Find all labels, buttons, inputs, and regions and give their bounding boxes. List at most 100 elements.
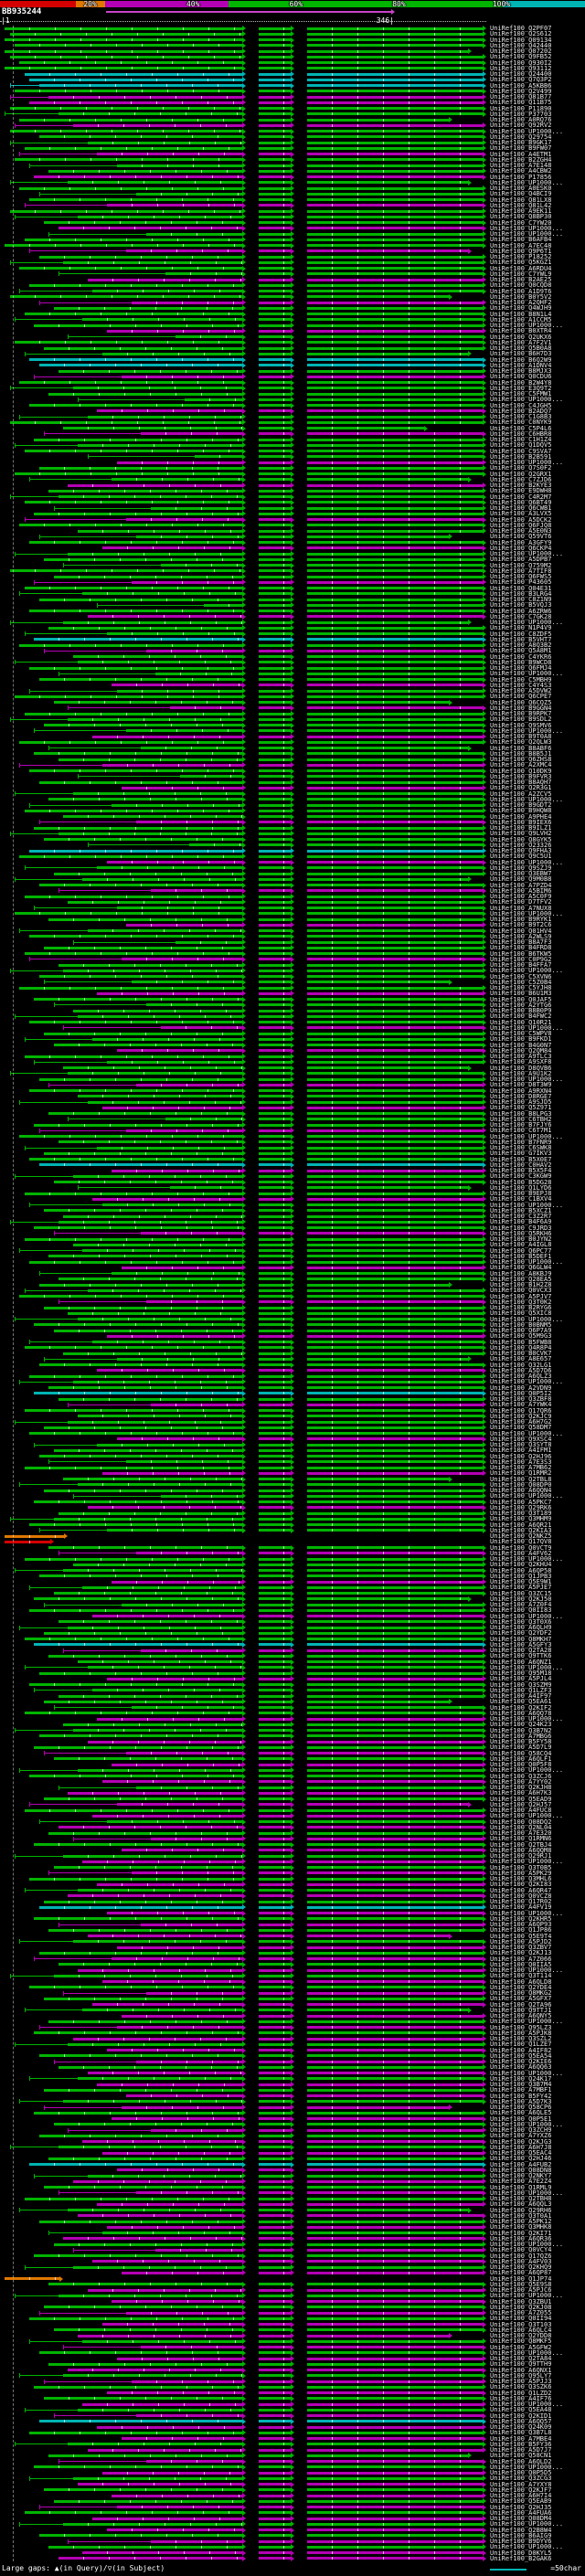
hit-row[interactable]: UniRef100_Q6PC77 [0,1247,585,1254]
hit-label[interactable]: UniRef100_E3Q9T2 [490,384,552,392]
hit-row[interactable]: UniRef100_Q2TBJ4 [0,1841,585,1848]
hit-label[interactable]: UniRef100_Q2UKX6 [490,333,552,341]
hit-row[interactable]: UniRef100_Q930I2 [0,59,585,66]
hit-row[interactable]: UniRef100_A5GFX7 [0,1996,585,2002]
hit-label[interactable]: UniRef100_A6QP93 [490,1921,552,1928]
hit-label[interactable]: UniRef100_A4ETM1 [490,150,552,158]
hit-row[interactable]: UniRef100_A6QQ78 [0,1710,585,1716]
hit-row[interactable]: UniRef100_A4FUA6 [0,2509,585,2516]
hit-label[interactable]: UniRef100_UP1000... [490,1715,564,1723]
hit-label[interactable]: UniRef100_G7IKV3 [490,1150,552,1158]
hit-row[interactable]: UniRef100_C4JGH5 [0,402,585,408]
hit-label[interactable]: UniRef100_Q3SZL2 [490,2035,552,2042]
hit-row[interactable]: UniRef100_UP1000... [0,1767,585,1774]
hit-label[interactable]: UniRef100_Q2TA28 [490,1647,552,1654]
hit-label[interactable]: UniRef100_B9EPJ8 [490,1190,552,1197]
hit-row[interactable]: UniRef100_Q04E31 [0,585,585,591]
hit-row[interactable]: UniRef100_Q2KI71 [0,2230,585,2236]
hit-row[interactable]: UniRef100_Q3SZL2 [0,2035,585,2042]
hit-label[interactable]: UniRef100_UP1000... [490,178,564,186]
hit-row[interactable]: UniRef100_A6QP58 [0,1567,585,1574]
hit-label[interactable]: UniRef100_C9SVA7 [490,447,552,455]
hit-row[interactable]: UniRef100_B9FVR3 [0,773,585,779]
hit-label[interactable]: UniRef100_UP1000... [490,1258,564,1266]
hit-label[interactable]: UniRef100_Q42440 [490,41,552,49]
hit-label[interactable]: UniRef100_Q08DQ2 [490,1818,552,1826]
hit-label[interactable]: UniRef100_UP1000... [490,550,564,557]
hit-row[interactable]: UniRef100_A6QP93 [0,1921,585,1928]
hit-row[interactable]: UniRef100_Q3ZCH9 [0,2126,585,2134]
hit-label[interactable]: UniRef100_Q9SMV6 [490,721,552,729]
hit-label[interactable]: UniRef100_Q0VCT9 [490,1543,552,1552]
hit-row[interactable]: UniRef100_UP1000... [0,230,585,238]
hit-label[interactable]: UniRef100_Q0IIA5 [490,1960,552,1968]
hit-row[interactable]: UniRef100_Q2KJ13 [0,1950,585,1956]
hit-row[interactable]: UniRef100_B2AE25 [0,276,585,283]
hit-label[interactable]: UniRef100_Q2TA84 [490,2355,552,2362]
hit-label[interactable]: UniRef100_Q6FWS5 [490,573,552,580]
hit-row[interactable]: UniRef100_Q5EA61 [0,1699,585,1705]
hit-row[interactable]: UniRef100_A5E0N3 [0,527,585,535]
hit-label[interactable]: UniRef100_B5DEF1 [490,1252,552,1260]
hit-label[interactable]: UniRef100_B9GK17 [490,139,552,146]
hit-label[interactable]: UniRef100_C3Z2R7 [490,1213,552,1220]
hit-row[interactable]: UniRef100_B7FNR9 [0,1139,585,1145]
hit-row[interactable]: UniRef100_A5PKC7 [0,1499,585,1505]
hit-label[interactable]: UniRef100_C7GK28 [490,612,552,620]
hit-label[interactable]: UniRef100_Q24K09 [490,2423,552,2431]
hit-label[interactable]: UniRef100_UP1000... [490,1023,564,1032]
hit-row[interactable]: UniRef100_A9SJD5 [0,1098,585,1106]
hit-row[interactable]: UniRef100_C6HBR8 [0,430,585,437]
hit-label[interactable]: UniRef100_Q3T0A1 [490,2211,552,2220]
hit-label[interactable]: UniRef100_Q2KIF2 [490,1703,552,1712]
hit-row[interactable]: UniRef100_Q6ZHS8 [0,756,585,763]
hit-row[interactable]: UniRef100_Q1LZE7 [0,2041,585,2048]
hit-row[interactable]: UniRef100_A5D7L9 [0,1744,585,1752]
hit-label[interactable]: UniRef100_Q3T0K2 [490,1298,552,1306]
hit-label[interactable]: UniRef100_C6T7M1 [490,1127,552,1135]
hit-label[interactable]: UniRef100_Q5EA48 [490,2406,552,2414]
hit-label[interactable]: UniRef100_Q1LZD2 [490,2389,552,2397]
hit-row[interactable]: UniRef100_C4R2M7 [0,493,585,501]
hit-label[interactable]: UniRef100_Q9TTK6 [490,1652,552,1660]
hit-row[interactable]: UniRef100_O23326 [0,842,585,848]
hit-row[interactable]: UniRef100_B9GK17 [0,139,585,146]
hit-label[interactable]: UniRef100_Q5A8M1 [490,647,552,655]
hit-label[interactable]: UniRef100_A5D7L9 [490,1744,552,1752]
hit-label[interactable]: UniRef100_A6H7K3 [490,1789,552,1797]
hit-label[interactable]: UniRef100_A9U1K2 [490,1069,552,1077]
hit-row[interactable]: UniRef100_Q5E9W1 [0,1578,585,1585]
hit-row[interactable]: UniRef100_Q759M2 [0,562,585,568]
hit-label[interactable]: UniRef100_A0ESK0 [490,185,552,192]
hit-row[interactable]: UniRef100_Q1JP86 [0,1927,585,1934]
hit-row[interactable]: UniRef100_UP1000... [0,796,585,802]
hit-row[interactable]: UniRef100_UP1000... [0,1715,585,1723]
hit-row[interactable]: UniRef100_A5GFY3 [0,1641,585,1648]
hit-row[interactable]: UniRef100_Q5EAB9 [0,2498,585,2505]
hit-label[interactable]: UniRef100_UP1000... [490,2348,564,2357]
hit-row[interactable]: UniRef100_A5BIM6 [0,887,585,894]
hit-label[interactable]: UniRef100_Q3EBW7 [490,870,552,877]
hit-row[interactable]: UniRef100_B0BNM5 [0,1321,585,1328]
hit-row[interactable]: UniRef100_Q5EA48 [0,2406,585,2414]
hit-label[interactable]: UniRef100_A4FUC8 [490,1807,552,1814]
hit-label[interactable]: UniRef100_A2YTG6 [490,1001,552,1009]
hit-row[interactable]: UniRef100_Q6GLW4 [0,1265,585,1271]
hit-row[interactable]: UniRef100_A4IFM1 [0,1447,585,1454]
hit-label[interactable]: UniRef100_C3KGW9 [490,1172,552,1181]
hit-label[interactable]: UniRef100_A7E320 [490,1829,552,1837]
hit-label[interactable]: UniRef100_C4R2M7 [490,493,552,501]
hit-row[interactable]: UniRef100_Q10DK9 [0,768,585,774]
hit-row[interactable]: UniRef100_B3LRG4 [0,590,585,597]
hit-label[interactable]: UniRef100_B2ZGH4 [490,155,552,164]
hit-label[interactable]: UniRef100_B6AIG9 [490,2531,552,2539]
hit-label[interactable]: UniRef100_B8A7F3 [490,938,552,946]
hit-label[interactable]: UniRef100_Q2KJ50 [490,1595,552,1603]
hit-row[interactable]: UniRef100_C6SWK8 [0,1144,585,1151]
hit-row[interactable]: UniRef100_A7TIF8 [0,567,585,574]
hit-row[interactable]: UniRef100_UP1000... [0,910,585,917]
hit-label[interactable]: UniRef100_Q10R21 [490,1018,552,1026]
hit-row[interactable]: UniRef100_B4FFA7 [0,961,585,969]
hit-row[interactable]: UniRef100_A2XMC4 [0,762,585,769]
hit-label[interactable]: UniRef100_C5XVN6 [490,972,552,981]
